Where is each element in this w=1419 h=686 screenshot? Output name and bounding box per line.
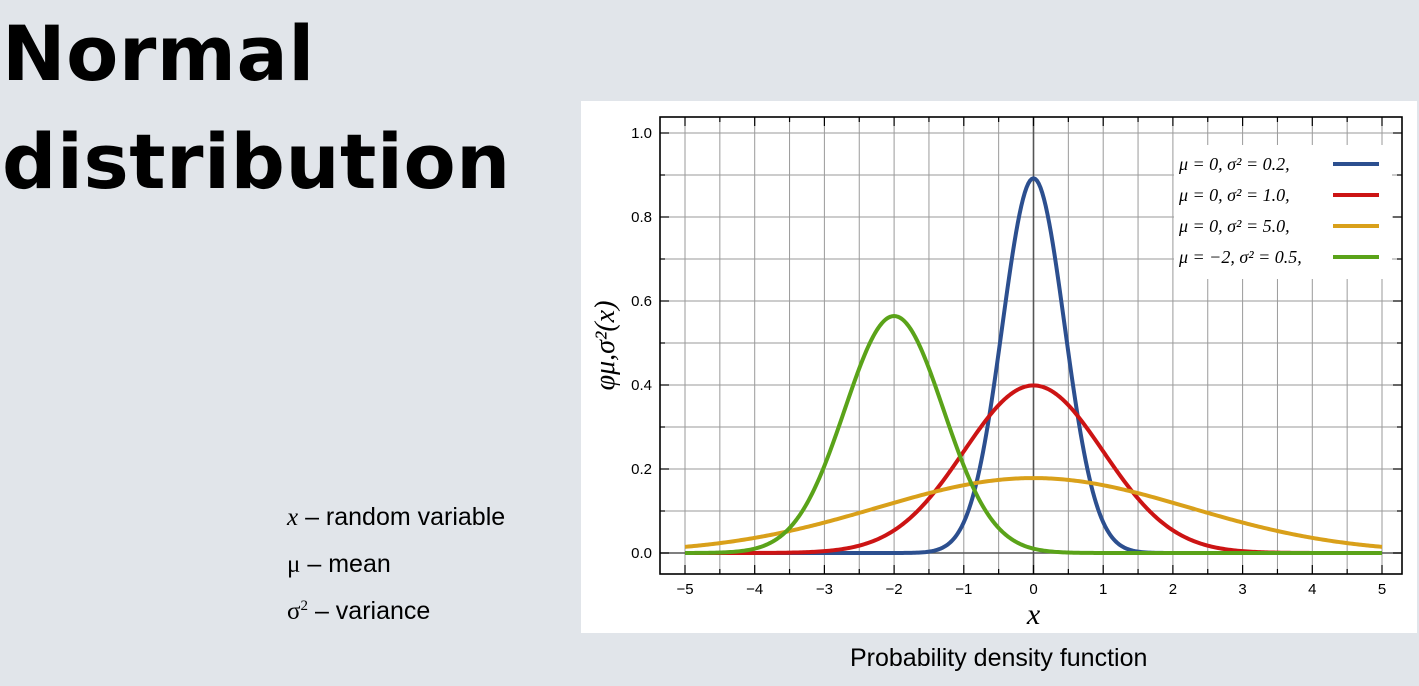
y-tick-label: 0.6	[631, 293, 652, 310]
chart-caption: Probability density function	[850, 644, 1148, 672]
definition-text: – variance	[314, 597, 431, 625]
x-tick-label: −3	[816, 581, 833, 598]
x-tick-label: 2	[1169, 581, 1177, 598]
x-tick-label: 0	[1029, 581, 1037, 598]
symbol-definitions: x – random variable μ – mean σ2 – varian…	[287, 497, 505, 638]
definition-mu: μ – mean	[287, 544, 505, 591]
x-tick-label: 5	[1378, 581, 1386, 598]
y-axis-label: φμ,σ²(x)	[590, 301, 621, 391]
definition-text: – mean	[307, 550, 391, 578]
definition-text: – random variable	[305, 503, 506, 531]
definition-x: x – random variable	[287, 497, 505, 544]
definition-symbol: σ	[287, 598, 301, 625]
x-tick-label: −1	[955, 581, 972, 598]
definition-superscript: 2	[300, 598, 308, 614]
y-tick-label: 0.0	[631, 545, 652, 562]
legend-label: μ = −2, σ² = 0.5,	[1178, 247, 1302, 267]
x-tick-label: 4	[1308, 581, 1316, 598]
series-line-3	[684, 314, 1383, 555]
x-tick-label: −5	[676, 581, 693, 598]
legend-label: μ = 0, σ² = 1.0,	[1178, 185, 1290, 205]
definition-sigma: σ2 – variance	[287, 591, 505, 638]
series-line-2	[684, 476, 1383, 549]
x-tick-label: −2	[886, 581, 903, 598]
page-title: Normal distribution	[2, 0, 511, 216]
definition-symbol: x	[287, 504, 299, 531]
x-tick-label: 1	[1099, 581, 1107, 598]
definition-symbol: μ	[287, 551, 301, 578]
legend-label: μ = 0, σ² = 5.0,	[1178, 216, 1290, 236]
x-axis-label: x	[1026, 598, 1041, 631]
x-tick-label: −4	[746, 581, 763, 598]
y-tick-label: 0.4	[631, 377, 652, 394]
legend-label: μ = 0, σ² = 0.2,	[1178, 154, 1290, 174]
pdf-chart: −5 −4 −3 −2 −1 0 1 2 3 4 5 0.0 0.2 0.4 0.6 0.8 1.0 x φμ,σ²…	[590, 116, 1403, 631]
y-tick-label: 0.8	[631, 209, 652, 226]
title-line-2: distribution	[2, 117, 511, 206]
x-tick-label: 3	[1238, 581, 1246, 598]
chart-panel: −5 −4 −3 −2 −1 0 1 2 3 4 5 0.0 0.2 0.4 0.6 0.8 1.0 x φμ,σ²…	[581, 101, 1417, 633]
y-tick-label: 1.0	[631, 125, 652, 142]
plot-frame	[659, 116, 1403, 575]
title-line-1: Normal	[2, 9, 315, 98]
y-tick-label: 0.2	[631, 461, 652, 478]
